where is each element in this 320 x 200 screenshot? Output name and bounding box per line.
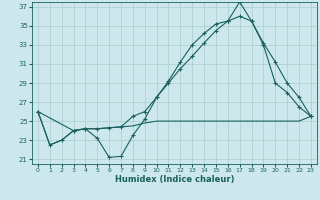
X-axis label: Humidex (Indice chaleur): Humidex (Indice chaleur) (115, 175, 234, 184)
